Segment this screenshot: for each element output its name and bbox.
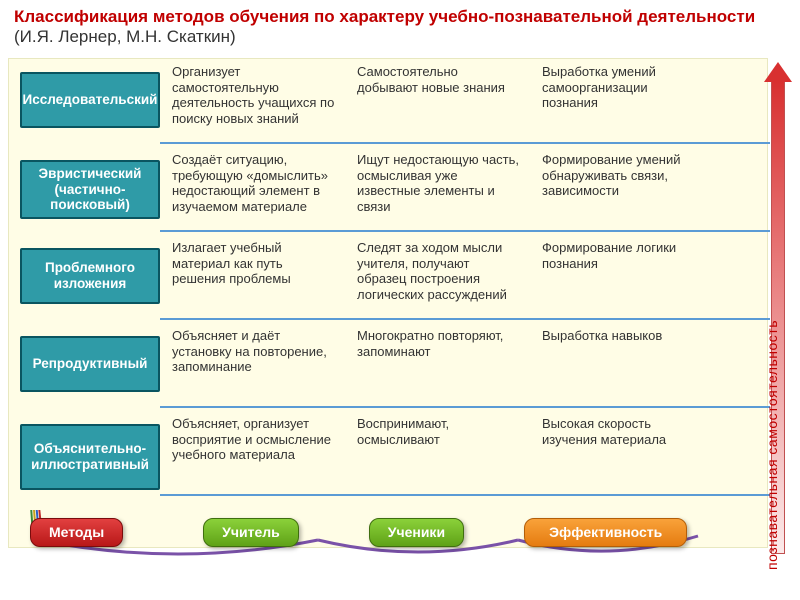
- effect-cell: Выработка навыков: [530, 324, 700, 408]
- students-cell: Самостоятельно добывают новые знания: [345, 60, 530, 144]
- row-divider: [160, 230, 770, 232]
- methods-grid: Исследовательский Организует самостоятел…: [20, 60, 760, 500]
- students-cell: Следят за ходом мысли учителя, получают …: [345, 236, 530, 320]
- method-box: Проблемного изложения: [20, 248, 160, 304]
- effect-cell: Выработка умений самоорганизации познани…: [530, 60, 700, 144]
- label-methods: Методы: [30, 518, 123, 547]
- students-cell: Многократно повторяют, запоминают: [345, 324, 530, 408]
- title-main: Классификация методов обучения по характ…: [14, 7, 755, 26]
- label-teacher: Учитель: [203, 518, 299, 547]
- bottom-labels: Методы Учитель Ученики Эффективность: [30, 518, 687, 547]
- teacher-cell: Объясняет, организует восприятие и осмыс…: [160, 412, 345, 496]
- label-effect: Эффективность: [524, 518, 687, 547]
- students-cell: Воспринимают, осмысливают: [345, 412, 530, 496]
- title-area: Классификация методов обучения по характ…: [0, 0, 800, 51]
- students-cell: Ищут недостающую часть, осмысливая уже и…: [345, 148, 530, 232]
- table-row: Эвристический (частично-поисковый) Созда…: [20, 148, 760, 236]
- table-row: Объяснительно-иллюстративный Объясняет, …: [20, 412, 760, 500]
- row-divider: [160, 406, 770, 408]
- effect-cell: Формирование умений обнаруживать связи, …: [530, 148, 700, 232]
- method-box: Объяснительно-иллюстративный: [20, 424, 160, 490]
- row-divider: [160, 494, 770, 496]
- table-row: Репродуктивный Объясняет и даёт установк…: [20, 324, 760, 412]
- row-divider: [160, 318, 770, 320]
- arrow-label: познавательная самостоятельность: [764, 320, 780, 570]
- teacher-cell: Излагает учебный материал как путь решен…: [160, 236, 345, 320]
- effect-cell: Высокая скорость изучения материала: [530, 412, 700, 496]
- method-box: Эвристический (частично-поисковый): [20, 160, 160, 219]
- table-row: Проблемного изложения Излагает учебный м…: [20, 236, 760, 324]
- teacher-cell: Создаёт ситуацию, требующую «домыслить» …: [160, 148, 345, 232]
- method-box: Исследовательский: [20, 72, 160, 128]
- effect-cell: Формирование логики познания: [530, 236, 700, 320]
- arrow-head-icon: [764, 62, 792, 82]
- teacher-cell: Организует самостоятельную деятельность …: [160, 60, 345, 144]
- method-box: Репродуктивный: [20, 336, 160, 392]
- label-students: Ученики: [369, 518, 464, 547]
- row-divider: [160, 142, 770, 144]
- title-authors: (И.Я. Лернер, М.Н. Скаткин): [14, 27, 236, 46]
- table-row: Исследовательский Организует самостоятел…: [20, 60, 760, 148]
- teacher-cell: Объясняет и даёт установку на повторение…: [160, 324, 345, 408]
